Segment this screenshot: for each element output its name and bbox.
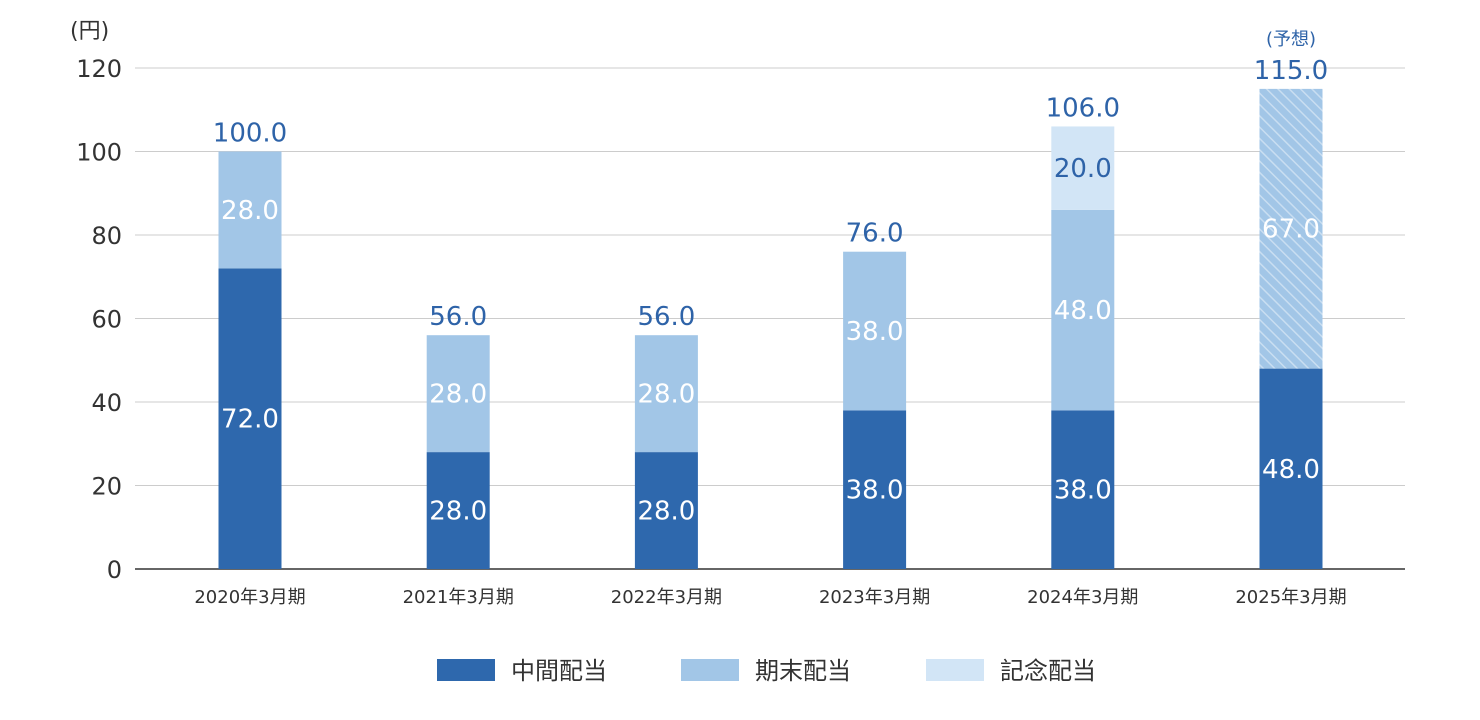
bar-total-label: 56.0 bbox=[637, 302, 695, 332]
segment-value-label: 20.0 bbox=[1054, 154, 1112, 184]
bar-total-label: 56.0 bbox=[429, 302, 487, 332]
x-axis: 2020年3月期 2021年3月期 2022年3月期 2023年3月期 2024年3月期… bbox=[194, 587, 1346, 608]
bar-segment bbox=[218, 268, 282, 569]
legend-swatch bbox=[437, 659, 495, 681]
y-tick-label: 80 bbox=[91, 222, 122, 250]
bar-total-label: 115.0 bbox=[1254, 56, 1328, 86]
x-tick-label: 2020年3月期 bbox=[194, 587, 305, 608]
bar-segment bbox=[634, 335, 698, 453]
segment-value-label: 28.0 bbox=[637, 380, 695, 410]
bar-segment bbox=[218, 151, 282, 269]
y-tick-label: 40 bbox=[91, 389, 122, 417]
segment-value-label: 28.0 bbox=[637, 497, 695, 527]
segment-value-label: 38.0 bbox=[846, 476, 904, 506]
grid-lines bbox=[135, 67, 1405, 570]
y-tick-label: 60 bbox=[91, 306, 122, 334]
y-unit-label: (円) bbox=[70, 19, 109, 44]
legend-label: 記念配当 bbox=[1000, 657, 1096, 685]
legend-swatch bbox=[681, 659, 739, 681]
bar-total-label: 100.0 bbox=[213, 119, 287, 149]
bar-segment bbox=[1259, 88, 1323, 369]
x-tick-label: 2021年3月期 bbox=[403, 587, 514, 608]
segment-value-label: 28.0 bbox=[221, 196, 279, 226]
bar-segment bbox=[634, 452, 698, 569]
segment-value-label: 28.0 bbox=[429, 497, 487, 527]
legend-swatch bbox=[926, 659, 984, 681]
y-tick-label: 0 bbox=[107, 556, 122, 584]
bar-segment bbox=[1051, 209, 1115, 411]
segment-value-label: 28.0 bbox=[429, 380, 487, 410]
legend-label: 期末配当 bbox=[755, 657, 851, 685]
y-tick-label: 120 bbox=[76, 55, 122, 83]
x-tick-label: 2022年3月期 bbox=[611, 587, 722, 608]
legend-label: 中間配当 bbox=[511, 657, 607, 685]
bar-segment bbox=[1051, 410, 1115, 569]
bar-segment bbox=[843, 410, 907, 569]
y-tick-label: 100 bbox=[76, 139, 122, 167]
bar-segment bbox=[843, 251, 907, 411]
bar-segment bbox=[1259, 368, 1323, 569]
segment-value-label: 38.0 bbox=[1054, 476, 1112, 506]
legend: 中間配当 期末配当 記念配当 bbox=[437, 657, 1096, 685]
x-tick-label: 2023年3月期 bbox=[819, 587, 930, 608]
segment-value-label: 48.0 bbox=[1262, 455, 1320, 485]
segment-value-label: 48.0 bbox=[1054, 296, 1112, 326]
segment-value-label: 72.0 bbox=[221, 405, 279, 435]
x-tick-label: 2024年3月期 bbox=[1027, 587, 1138, 608]
segment-value-label: 38.0 bbox=[846, 317, 904, 347]
y-axis: 0 20 40 60 80 100 120 bbox=[76, 55, 122, 584]
bar-segment bbox=[426, 452, 490, 569]
bar-segment bbox=[426, 335, 490, 453]
bar-segment bbox=[1051, 126, 1115, 210]
segment-value-label: 67.0 bbox=[1262, 215, 1320, 245]
bar-total-label: 76.0 bbox=[846, 219, 904, 249]
bars: 72.0 28.0 100.0 28.0 28.0 56.0 28.0 28.0 56.0 38.… bbox=[213, 29, 1328, 569]
forecast-note: (予想) bbox=[1266, 29, 1316, 50]
bar-total-label: 106.0 bbox=[1046, 93, 1120, 123]
y-tick-label: 20 bbox=[91, 473, 122, 501]
x-tick-label: 2025年3月期 bbox=[1235, 587, 1346, 608]
